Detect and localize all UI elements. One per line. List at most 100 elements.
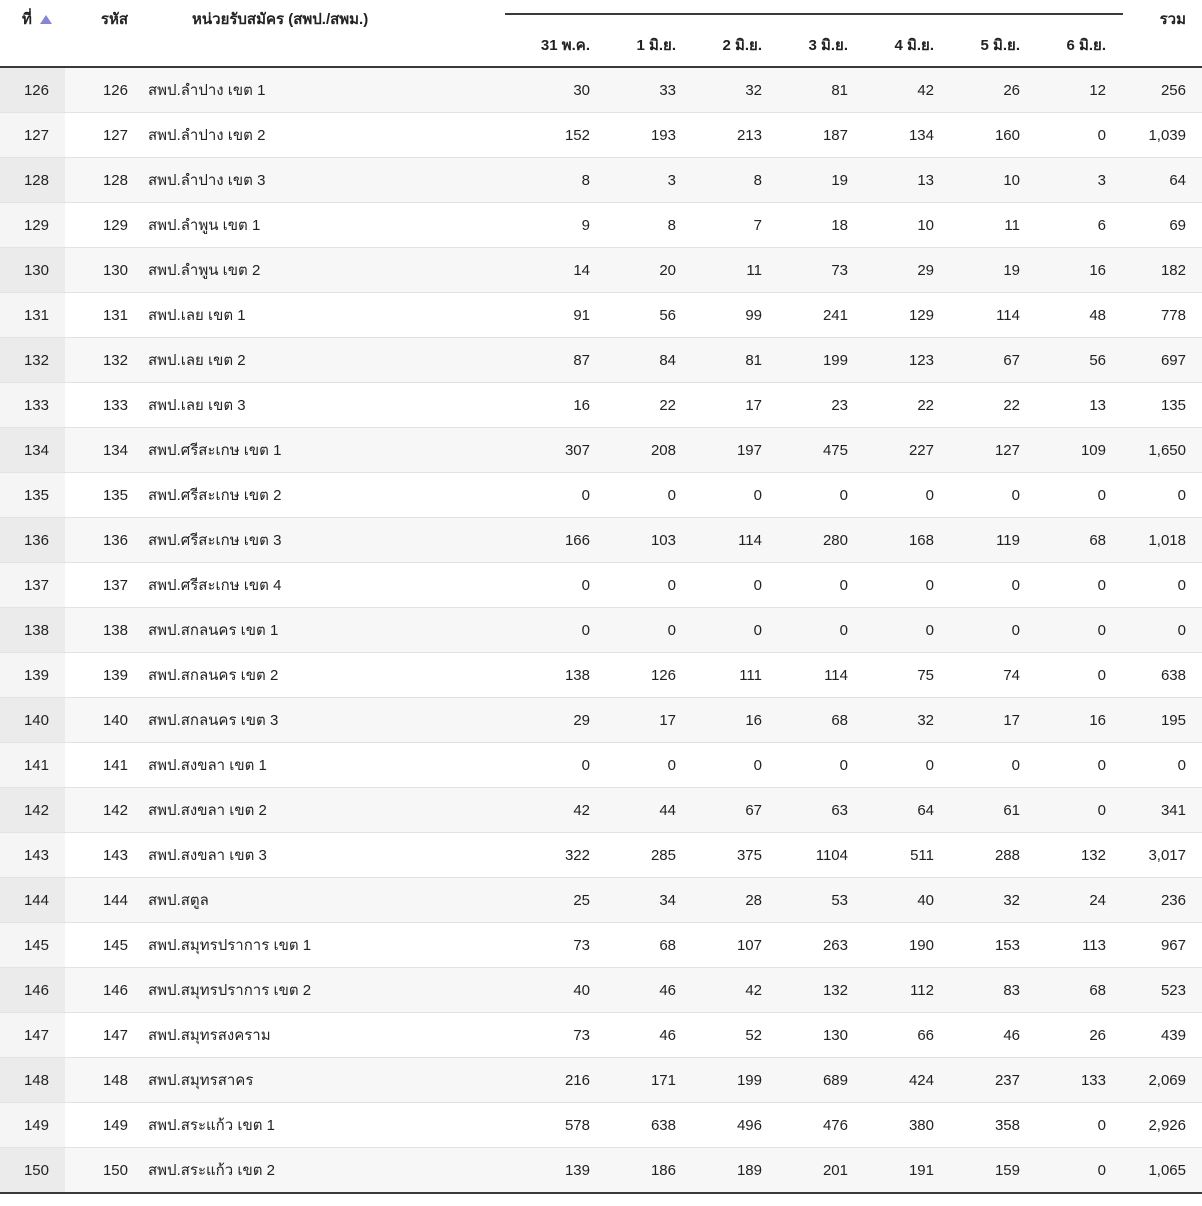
row-total-cell: 64 bbox=[1116, 157, 1202, 203]
row-value-cell: 17 bbox=[686, 382, 772, 428]
row-value-cell: 10 bbox=[944, 157, 1030, 203]
table-row: 126 126 สพป.ลำปาง เขต 1 30 33 32 81 42 2… bbox=[0, 68, 1202, 113]
row-code-cell: 139 bbox=[65, 652, 140, 698]
row-value-cell: 307 bbox=[505, 427, 600, 473]
row-value-cell: 285 bbox=[600, 832, 686, 878]
row-value-cell: 14 bbox=[505, 247, 600, 293]
row-no-cell: 145 bbox=[0, 922, 65, 968]
table-row: 136 136 สพป.ศรีสะเกษ เขต 3 166 103 114 2… bbox=[0, 517, 1202, 563]
row-code-cell: 140 bbox=[65, 697, 140, 743]
row-value-cell: 113 bbox=[1030, 922, 1116, 968]
table-header: ที่ รหัส หน่วยรับสมัคร (สพป./สพม.) รวม 3… bbox=[0, 0, 1202, 68]
row-value-cell: 11 bbox=[686, 247, 772, 293]
row-value-cell: 166 bbox=[505, 517, 600, 563]
row-code-cell: 149 bbox=[65, 1102, 140, 1148]
column-header-date-31may[interactable]: 31 พ.ค. bbox=[540, 37, 590, 54]
column-header-date-1jun[interactable]: 1 มิ.ย. bbox=[636, 37, 676, 54]
row-value-cell: 32 bbox=[944, 877, 1030, 923]
row-unit-cell: สพป.เลย เขต 2 bbox=[140, 337, 505, 383]
column-header-date-5jun[interactable]: 5 มิ.ย. bbox=[980, 37, 1020, 54]
column-header-total-label: รวม bbox=[1159, 11, 1186, 28]
row-unit-cell: สพป.สตูล bbox=[140, 877, 505, 923]
row-value-cell: 17 bbox=[600, 697, 686, 743]
row-total-cell: 0 bbox=[1116, 472, 1202, 518]
row-value-cell: 114 bbox=[686, 517, 772, 563]
column-header-code[interactable]: รหัส bbox=[0, 7, 128, 31]
column-header-unit[interactable]: หน่วยรับสมัคร (สพป./สพม.) bbox=[192, 7, 368, 31]
table-row: 133 133 สพป.เลย เขต 3 16 22 17 23 22 22 … bbox=[0, 382, 1202, 428]
row-total-cell: 3,017 bbox=[1116, 832, 1202, 878]
row-no-cell: 149 bbox=[0, 1102, 65, 1148]
row-value-cell: 73 bbox=[505, 1012, 600, 1058]
row-value-cell: 0 bbox=[505, 607, 600, 653]
row-value-cell: 0 bbox=[505, 562, 600, 608]
row-value-cell: 46 bbox=[600, 967, 686, 1013]
row-value-cell: 0 bbox=[1030, 1147, 1116, 1194]
column-header-date-3jun[interactable]: 3 มิ.ย. bbox=[808, 37, 848, 54]
row-value-cell: 227 bbox=[858, 427, 944, 473]
row-value-cell: 53 bbox=[772, 877, 858, 923]
table-row: 139 139 สพป.สกลนคร เขต 2 138 126 111 114… bbox=[0, 652, 1202, 698]
row-value-cell: 22 bbox=[600, 382, 686, 428]
row-no-cell: 127 bbox=[0, 112, 65, 158]
row-value-cell: 13 bbox=[1030, 382, 1116, 428]
row-value-cell: 46 bbox=[944, 1012, 1030, 1058]
row-value-cell: 107 bbox=[686, 922, 772, 968]
row-value-cell: 8 bbox=[505, 157, 600, 203]
row-value-cell: 132 bbox=[1030, 832, 1116, 878]
row-value-cell: 201 bbox=[772, 1147, 858, 1194]
row-value-cell: 0 bbox=[944, 607, 1030, 653]
row-total-cell: 0 bbox=[1116, 607, 1202, 653]
row-value-cell: 119 bbox=[944, 517, 1030, 563]
row-no-cell: 147 bbox=[0, 1012, 65, 1058]
row-value-cell: 11 bbox=[944, 202, 1030, 248]
row-total-cell: 69 bbox=[1116, 202, 1202, 248]
row-value-cell: 138 bbox=[505, 652, 600, 698]
table-row: 143 143 สพป.สงขลา เขต 3 322 285 375 1104… bbox=[0, 832, 1202, 878]
row-value-cell: 109 bbox=[1030, 427, 1116, 473]
row-value-cell: 112 bbox=[858, 967, 944, 1013]
row-no-cell: 148 bbox=[0, 1057, 65, 1103]
column-header-date-6jun[interactable]: 6 มิ.ย. bbox=[1066, 37, 1106, 54]
row-code-cell: 127 bbox=[65, 112, 140, 158]
row-value-cell: 193 bbox=[600, 112, 686, 158]
row-total-cell: 182 bbox=[1116, 247, 1202, 293]
row-value-cell: 22 bbox=[944, 382, 1030, 428]
row-value-cell: 322 bbox=[505, 832, 600, 878]
row-value-cell: 0 bbox=[772, 562, 858, 608]
column-header-date-4jun[interactable]: 4 มิ.ย. bbox=[894, 37, 934, 54]
row-value-cell: 511 bbox=[858, 832, 944, 878]
row-value-cell: 0 bbox=[600, 742, 686, 788]
row-value-cell: 63 bbox=[772, 787, 858, 833]
row-total-cell: 2,069 bbox=[1116, 1057, 1202, 1103]
row-value-cell: 68 bbox=[1030, 517, 1116, 563]
row-no-cell: 136 bbox=[0, 517, 65, 563]
row-no-cell: 141 bbox=[0, 742, 65, 788]
row-unit-cell: สพป.สระแก้ว เขต 2 bbox=[140, 1147, 505, 1194]
row-total-cell: 638 bbox=[1116, 652, 1202, 698]
row-total-cell: 1,065 bbox=[1116, 1147, 1202, 1194]
row-value-cell: 496 bbox=[686, 1102, 772, 1148]
row-value-cell: 68 bbox=[1030, 967, 1116, 1013]
row-total-cell: 195 bbox=[1116, 697, 1202, 743]
row-value-cell: 29 bbox=[505, 697, 600, 743]
table-row: 148 148 สพป.สมุทรสาคร 216 171 199 689 42… bbox=[0, 1057, 1202, 1103]
row-value-cell: 189 bbox=[686, 1147, 772, 1194]
row-value-cell: 66 bbox=[858, 1012, 944, 1058]
row-unit-cell: สพป.ลำปาง เขต 1 bbox=[140, 68, 505, 113]
column-header-no[interactable]: ที่ bbox=[22, 7, 52, 31]
row-value-cell: 18 bbox=[772, 202, 858, 248]
table-row: 140 140 สพป.สกลนคร เขต 3 29 17 16 68 32 … bbox=[0, 697, 1202, 743]
row-unit-cell: สพป.ศรีสะเกษ เขต 4 bbox=[140, 562, 505, 608]
row-value-cell: 33 bbox=[600, 68, 686, 113]
row-code-cell: 130 bbox=[65, 247, 140, 293]
row-value-cell: 67 bbox=[944, 337, 1030, 383]
column-header-total[interactable]: รวม bbox=[1160, 7, 1186, 31]
row-total-cell: 1,039 bbox=[1116, 112, 1202, 158]
row-value-cell: 46 bbox=[600, 1012, 686, 1058]
column-header-date-2jun[interactable]: 2 มิ.ย. bbox=[722, 37, 762, 54]
row-value-cell: 22 bbox=[858, 382, 944, 428]
row-value-cell: 380 bbox=[858, 1102, 944, 1148]
row-value-cell: 288 bbox=[944, 832, 1030, 878]
